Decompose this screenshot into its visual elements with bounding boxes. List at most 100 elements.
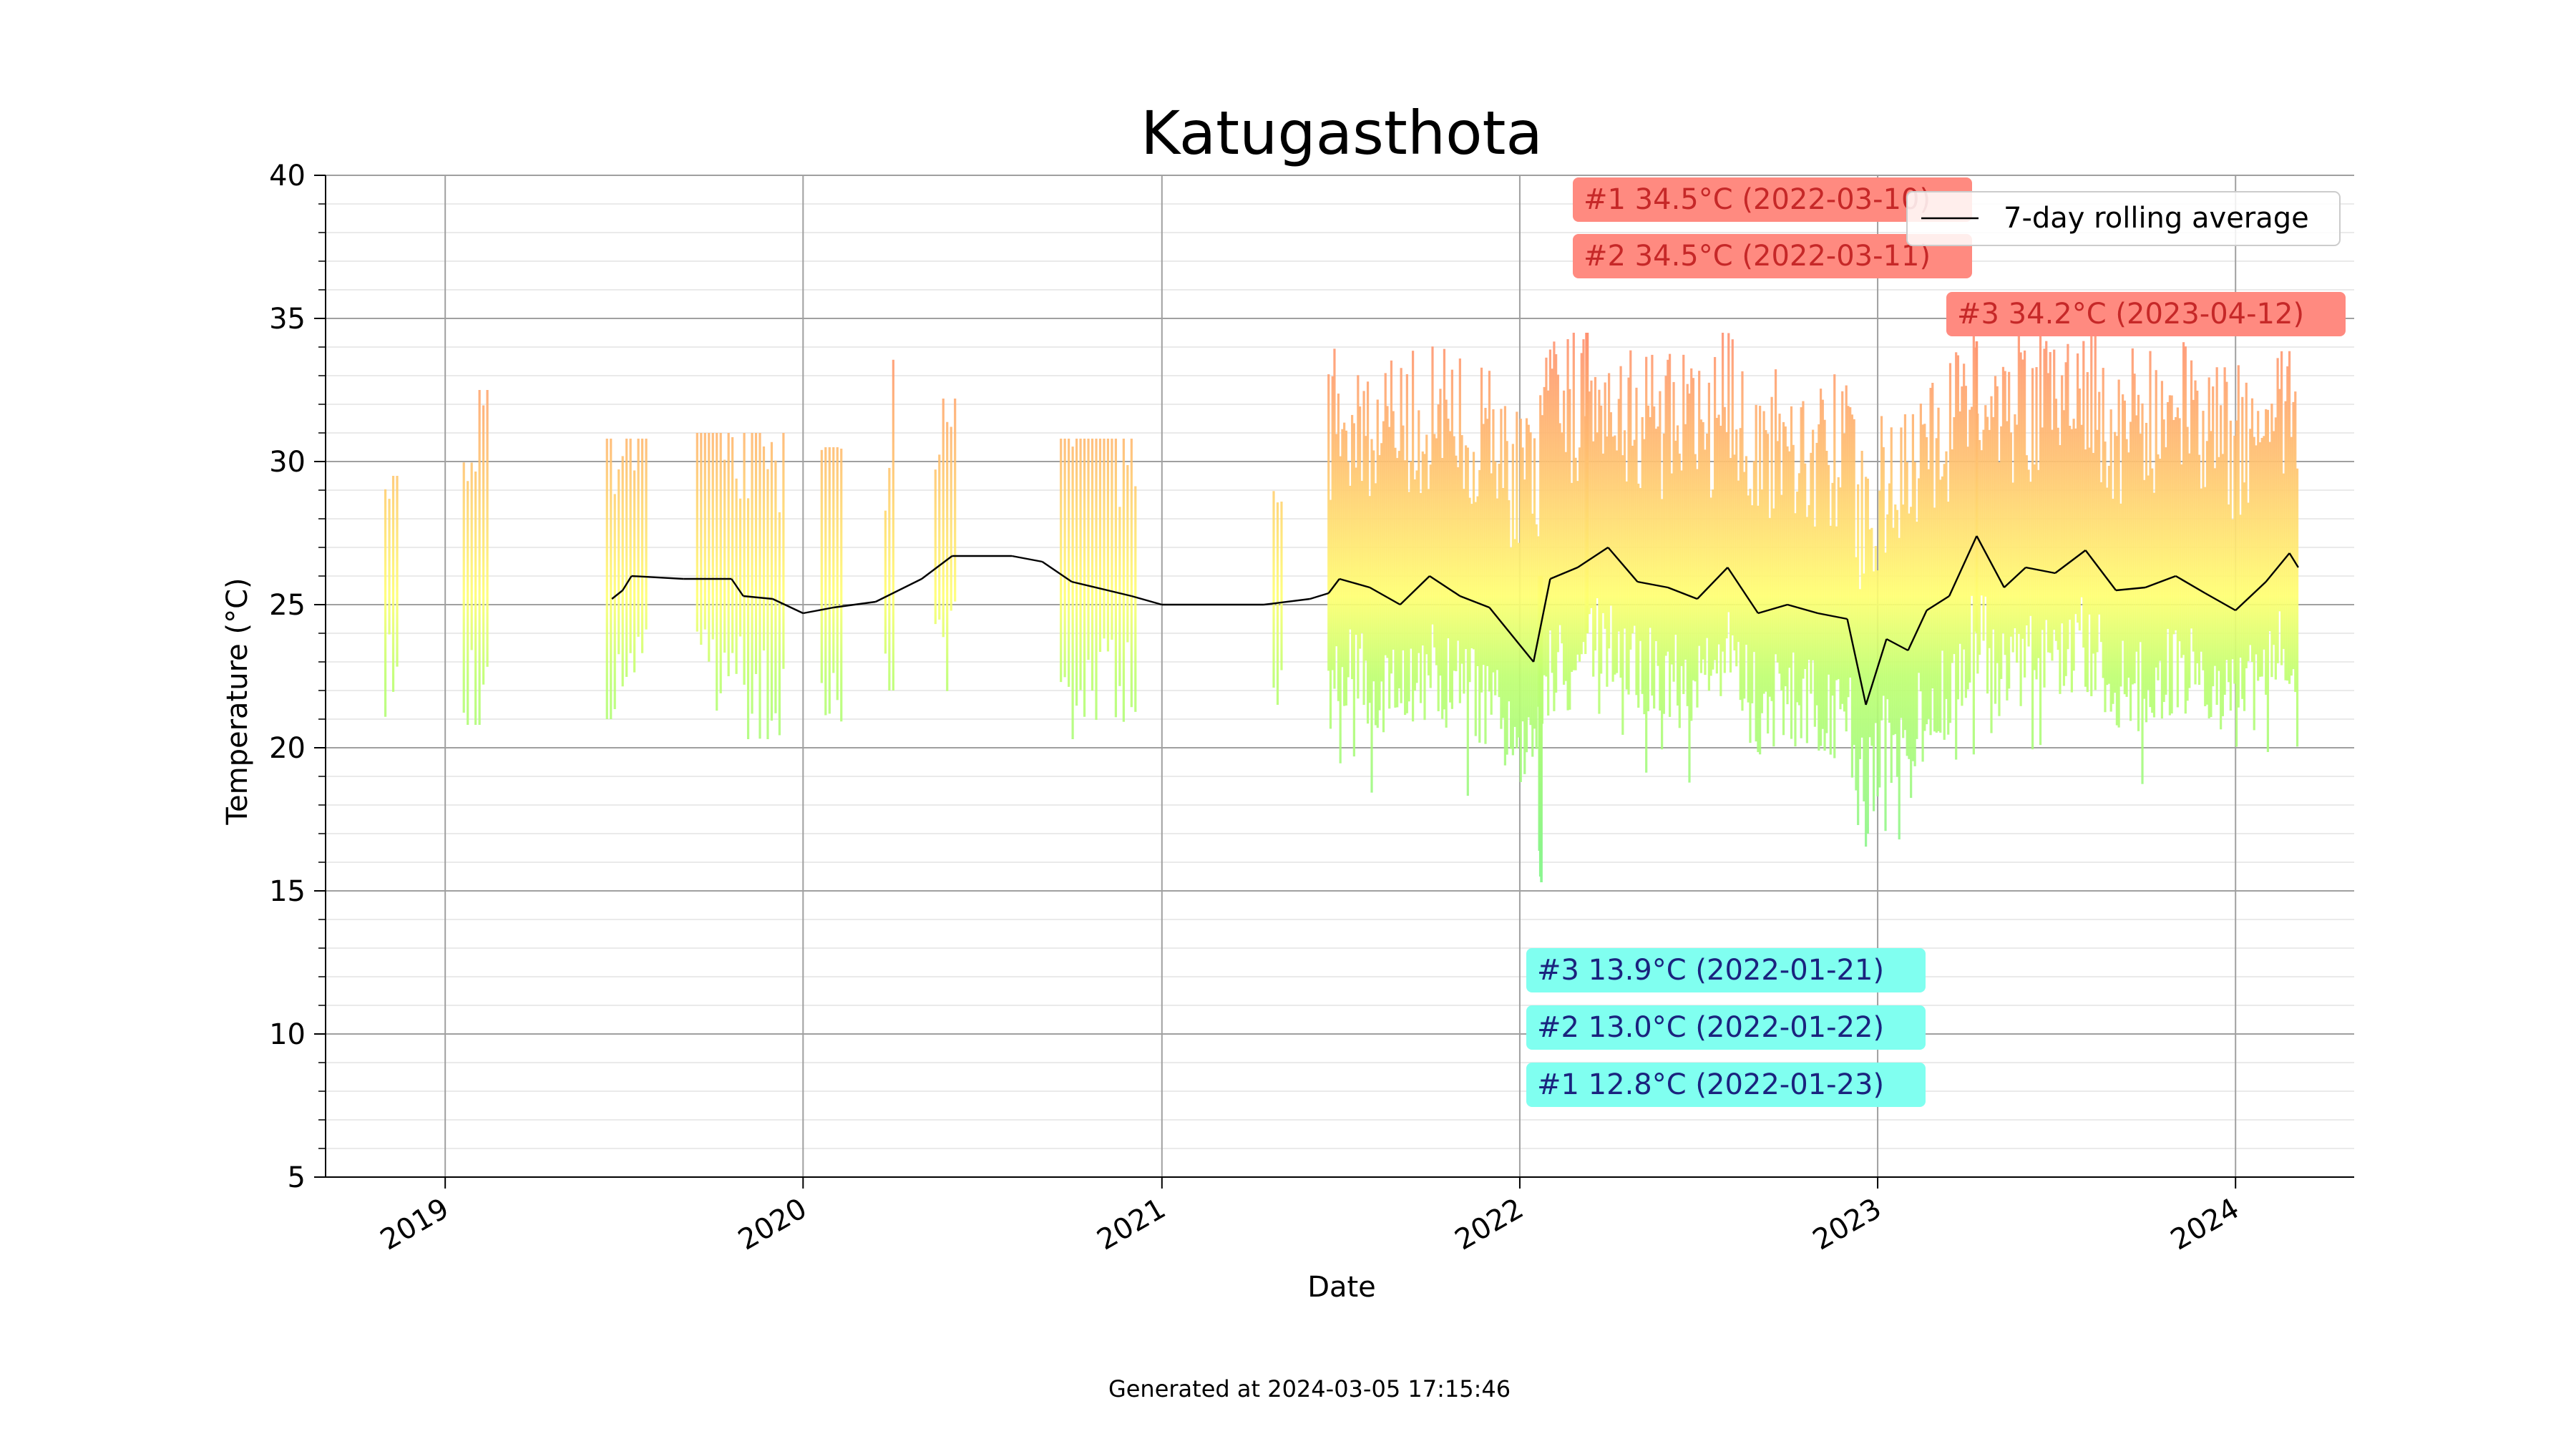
daily-range-bar	[1692, 378, 1695, 680]
daily-range-bar	[1362, 391, 1365, 706]
daily-range-bar	[1450, 369, 1453, 709]
daily-range-bar	[1122, 439, 1125, 722]
daily-range-bar	[2235, 420, 2238, 747]
daily-range-bar	[2204, 487, 2207, 706]
daily-range-bar	[1810, 452, 1813, 694]
rolling-average-segment	[1926, 595, 1950, 612]
daily-range-bar	[1496, 498, 1499, 670]
rolling-average-segment	[1607, 547, 1639, 582]
daily-range-bar	[1639, 488, 1642, 641]
daily-range-bar	[1482, 424, 1485, 665]
daily-range-bar	[2180, 464, 2183, 658]
daily-range-bar	[1772, 508, 1775, 747]
daily-range-bar	[1547, 390, 1550, 716]
daily-range-bar	[1508, 500, 1511, 702]
daily-range-bar	[1633, 439, 1636, 626]
daily-range-bar	[1818, 424, 1820, 751]
daily-range-bar	[1541, 415, 1544, 724]
daily-range-bar	[2054, 399, 2058, 641]
daily-range-bar	[1063, 439, 1066, 678]
daily-range-bar	[1749, 489, 1752, 743]
daily-range-bar	[2096, 429, 2099, 653]
daily-range-bar	[2205, 441, 2209, 705]
daily-range-bar	[836, 447, 839, 701]
daily-range-bar	[1745, 456, 1748, 645]
daily-range-bar	[1476, 496, 1479, 666]
max-annotation-box	[1573, 177, 1972, 222]
daily-range-bar	[1484, 407, 1487, 744]
daily-range-bar	[1427, 489, 1430, 675]
daily-range-bar	[1548, 349, 1552, 631]
daily-range-bar	[2260, 437, 2263, 677]
daily-range-bar	[1631, 445, 1634, 634]
daily-range-bar	[1455, 455, 1458, 672]
daily-range-bar	[629, 439, 632, 653]
daily-range-bar	[743, 433, 746, 685]
max-annotation-label: #1 34.5°C (2022-03-10)	[1584, 183, 1931, 216]
daily-range-bar	[1582, 339, 1585, 643]
rolling-average-segment	[2084, 550, 2117, 591]
daily-range-bar	[1503, 406, 1506, 766]
daily-range-bar	[1707, 382, 1710, 691]
daily-range-bar	[1886, 514, 1889, 700]
daily-range-bar	[2001, 366, 2005, 633]
daily-range-bar	[2170, 395, 2173, 714]
daily-range-bar	[2137, 394, 2140, 731]
min-annotation-label: #1 12.8°C (2022-01-23)	[1537, 1068, 1884, 1101]
record-bar	[1540, 576, 1543, 882]
daily-range-bar	[2253, 436, 2255, 731]
daily-range-bar	[2149, 351, 2152, 708]
daily-range-bar	[1421, 451, 1424, 646]
daily-range-bar	[832, 447, 835, 673]
daily-range-bar	[2112, 498, 2114, 704]
daily-range-bar	[1594, 376, 1597, 651]
daily-range-bar	[1782, 421, 1785, 736]
daily-range-bar	[1345, 430, 1348, 706]
daily-range-bar	[388, 499, 391, 635]
daily-range-bar	[1468, 497, 1471, 683]
daily-range-bar	[1855, 557, 1858, 791]
rolling-average-segment	[2265, 552, 2290, 582]
daily-range-bar	[824, 447, 827, 716]
daily-range-bar	[1091, 439, 1094, 691]
daily-range-bar	[1992, 416, 1995, 630]
daily-range-bar	[621, 456, 624, 687]
daily-range-bar	[1937, 407, 1940, 731]
daily-range-bar	[2072, 419, 2075, 671]
daily-range-bar	[2033, 464, 2036, 670]
rolling-average-segment	[1399, 575, 1430, 605]
daily-range-bar	[770, 441, 774, 721]
daily-range-bar	[2194, 380, 2197, 685]
rolling-average-segment	[833, 600, 876, 609]
daily-range-bar	[1670, 473, 1673, 665]
daily-range-bar	[1676, 425, 1679, 706]
daily-range-bar	[1896, 509, 1899, 777]
daily-range-bar	[1445, 399, 1448, 728]
daily-range-bar	[1488, 371, 1491, 692]
daily-range-bar	[2294, 391, 2297, 693]
daily-range-bar	[2145, 422, 2148, 723]
daily-range-bar	[1374, 483, 1377, 726]
daily-range-bar	[1368, 496, 1371, 703]
daily-range-bar	[2027, 469, 2030, 647]
daily-range-bar	[1643, 439, 1646, 715]
daily-range-bar	[2228, 504, 2230, 683]
daily-range-bar	[474, 471, 477, 725]
daily-range-bar	[1355, 467, 1357, 635]
daily-range-bar	[1699, 419, 1703, 673]
daily-range-bar	[1598, 389, 1601, 714]
daily-range-bar	[1752, 461, 1756, 653]
daily-range-bar	[1423, 454, 1426, 721]
daily-range-bar	[1733, 454, 1736, 651]
min-annotation-box	[1526, 948, 1926, 992]
legend-entry-rolling-average: 7-day rolling average	[2004, 202, 2309, 235]
daily-range-bar	[1815, 442, 1818, 706]
daily-range-bar	[1478, 469, 1481, 743]
daily-range-bar	[2266, 409, 2270, 752]
daily-range-bar	[1831, 482, 1834, 696]
y-tick-label: 10	[269, 1018, 306, 1051]
daily-range-bar	[1767, 434, 1770, 734]
daily-range-bar	[2178, 418, 2181, 642]
daily-range-bar	[1404, 460, 1407, 716]
daily-range-bar	[1931, 383, 1934, 689]
